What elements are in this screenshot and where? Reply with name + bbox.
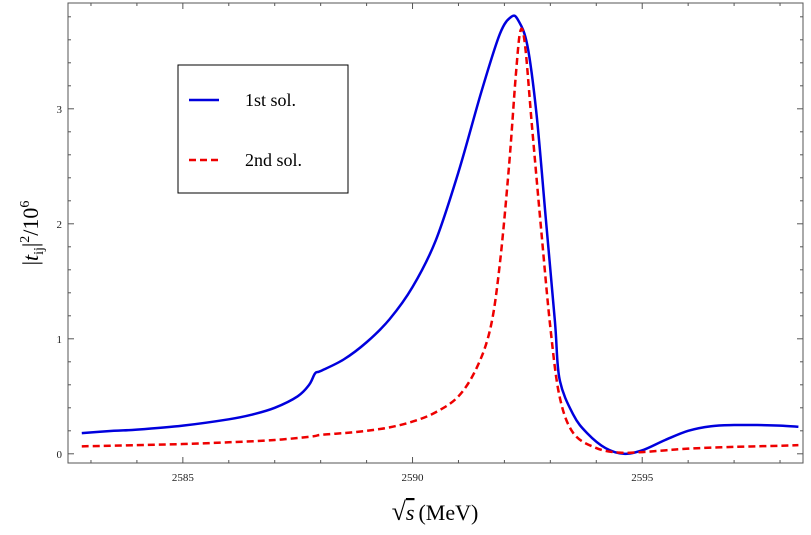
- legend-box: [177, 64, 349, 194]
- legend-label-2nd-sol: 2nd sol.: [245, 150, 302, 170]
- legend: 1st sol. 2nd sol.: [177, 64, 349, 194]
- y-axis-title-sup1: 2: [18, 236, 33, 243]
- y-tick-label: 2: [57, 219, 63, 231]
- plot-frame: [67, 2, 804, 464]
- x-tick-label: 2585: [172, 472, 195, 484]
- series-line-1st-sol: [81, 14, 799, 456]
- y-axis-title-close: |: [18, 243, 43, 247]
- x-tick-label: 2595: [631, 472, 654, 484]
- y-tick-label: 0: [57, 449, 63, 461]
- axis-ticks: 2585 2590 2595 0 1 2 3: [57, 3, 803, 484]
- x-tick-label: 2590: [402, 472, 425, 484]
- x-axis-title: √s (MeV): [392, 497, 479, 526]
- legend-label-1st-sol: 1st sol.: [245, 90, 296, 110]
- y-axis-title-open: |: [18, 261, 43, 265]
- x-axis-title-unit: (MeV): [418, 500, 478, 525]
- series-layer: [81, 14, 799, 456]
- y-axis-title-t: t: [18, 254, 43, 261]
- y-axis-title-slash: /10: [18, 208, 43, 236]
- plot-area-frame: [67, 2, 804, 464]
- y-axis-title-sup2: 6: [18, 201, 33, 208]
- y-tick-label: 1: [57, 334, 63, 346]
- y-axis-title-sub: ij: [32, 247, 47, 255]
- x-axis-title-sqrt: √: [392, 497, 407, 526]
- y-tick-label: 3: [57, 104, 63, 116]
- x-axis-title-symbol: s: [406, 500, 415, 525]
- y-axis-title: |tij|2/106: [18, 201, 47, 266]
- series-line-2nd-sol: [81, 27, 799, 455]
